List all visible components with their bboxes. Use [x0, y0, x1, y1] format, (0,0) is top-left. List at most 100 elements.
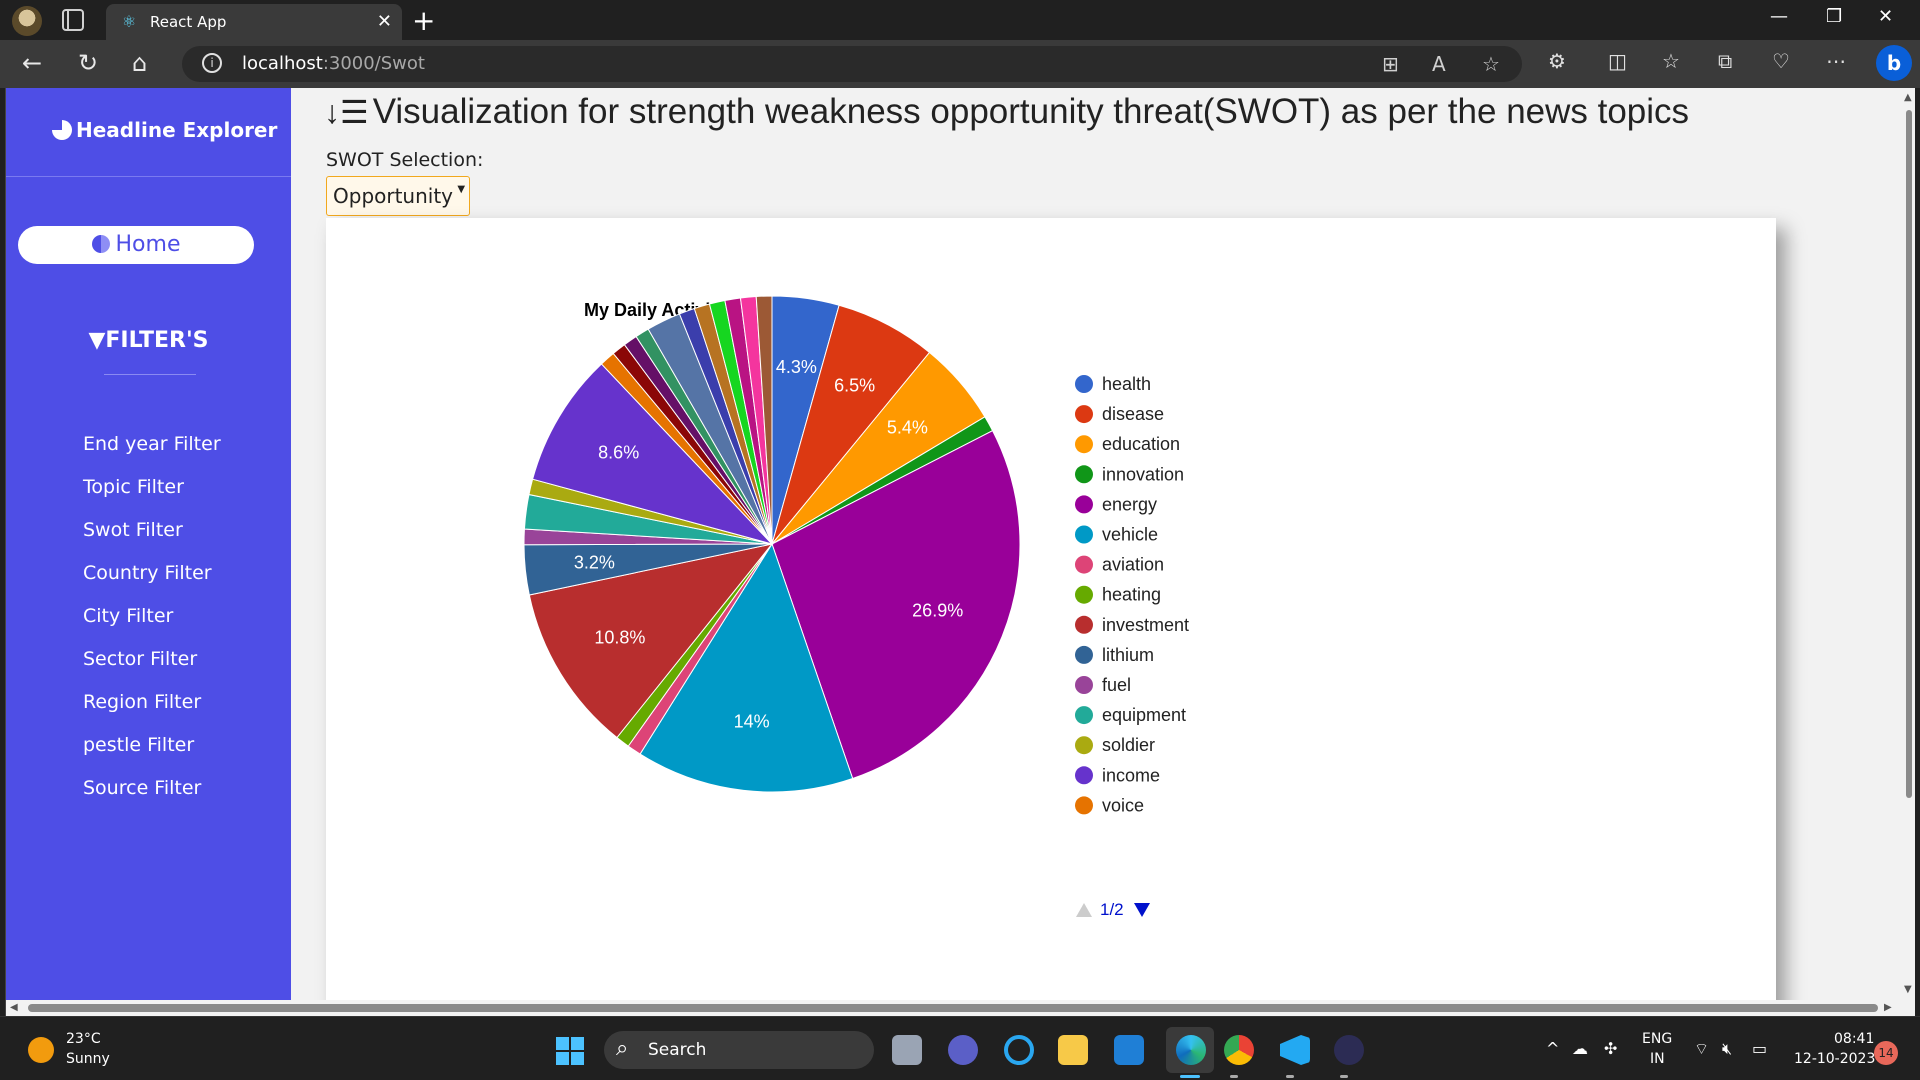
legend-label[interactable]: education [1102, 434, 1180, 454]
browser-toolbar: ← ↻ ⌂ i localhost:3000/Swot ⊞ A ☆ ⚙ ◫ ☆ … [0, 40, 1920, 88]
task-view-icon[interactable] [892, 1035, 922, 1065]
legend-label[interactable]: vehicle [1102, 525, 1158, 545]
show-hidden-icons-icon[interactable]: ^ [1546, 1039, 1560, 1058]
legend-swatch [1075, 495, 1093, 514]
collections-icon[interactable]: ⧉ [1718, 49, 1733, 73]
clock-date[interactable]: 12-10-2023 [1794, 1051, 1876, 1067]
site-info-icon[interactable]: i [202, 53, 222, 73]
read-aloud-icon[interactable]: A [1432, 52, 1446, 76]
pie-slice[interactable] [755, 295, 773, 545]
home-button[interactable]: Home [18, 226, 254, 264]
favorite-star-icon[interactable]: ☆ [1482, 52, 1500, 76]
teams-chat-icon[interactable] [948, 1035, 978, 1065]
sidebar-item-swot-filter[interactable]: Swot Filter [83, 519, 183, 541]
address-bar[interactable]: i localhost:3000/Swot ⊞ A ☆ [182, 46, 1522, 82]
weather-temperature[interactable]: 23°C [66, 1031, 101, 1047]
eclipse-icon[interactable] [1334, 1035, 1364, 1065]
scroll-down-icon[interactable]: ▼ [1904, 984, 1912, 995]
legend-label[interactable]: income [1102, 765, 1160, 785]
scroll-left-icon[interactable]: ◀ [10, 1002, 18, 1013]
legend-next-page-icon[interactable] [1134, 903, 1150, 917]
battery-icon[interactable]: ▭ [1752, 1039, 1768, 1058]
legend-label[interactable]: innovation [1102, 464, 1184, 484]
restore-icon[interactable]: ❐ [1826, 6, 1843, 27]
legend-label[interactable]: equipment [1102, 705, 1186, 725]
sidebar-item-end-year-filter[interactable]: End year Filter [83, 433, 221, 455]
weather-description[interactable]: Sunny [66, 1051, 110, 1067]
legend-label[interactable]: energy [1102, 494, 1157, 514]
more-options-icon[interactable]: ⋯ [1826, 49, 1846, 73]
sun-weather-icon[interactable] [28, 1037, 54, 1063]
chrome-icon[interactable] [1224, 1035, 1254, 1065]
swot-select[interactable]: Opportunity ▼ [326, 176, 471, 216]
tab-actions-icon[interactable] [62, 9, 84, 31]
browser-essentials-icon[interactable]: ♡ [1772, 49, 1790, 73]
favorites-icon[interactable]: ☆ [1662, 49, 1680, 73]
app-available-icon[interactable]: ⊞ [1382, 52, 1399, 76]
app-tray-icon[interactable]: ✣ [1604, 1039, 1618, 1058]
horizontal-scroll-thumb[interactable] [28, 1004, 1878, 1012]
chart-card: My Daily Activities 4.3% 6.5% 5.4% 26.9% 14%… [326, 218, 1776, 1016]
new-tab-button[interactable]: + [412, 4, 436, 37]
legend-swatch [1075, 736, 1093, 755]
vertical-scroll-thumb[interactable] [1906, 110, 1912, 798]
sidebar-item-source-filter[interactable]: Source Filter [83, 777, 202, 799]
file-explorer-icon[interactable] [1058, 1035, 1088, 1065]
windows-start-icon[interactable] [556, 1037, 584, 1065]
speaker-muted-icon[interactable]: 🔇︎ [1722, 1039, 1733, 1058]
sidebar-item-city-filter[interactable]: City Filter [83, 605, 174, 627]
running-indicator [1230, 1075, 1238, 1078]
refresh-icon[interactable]: ↻ [78, 49, 99, 77]
edge-browser-icon[interactable] [1176, 1035, 1206, 1065]
legend-label[interactable]: disease [1102, 404, 1164, 424]
split-screen-icon[interactable]: ◫ [1608, 49, 1627, 73]
sidebar-item-sector-filter[interactable]: Sector Filter [83, 648, 198, 670]
scroll-up-icon[interactable]: ▲ [1904, 92, 1912, 103]
vscode-icon[interactable] [1280, 1035, 1310, 1065]
onedrive-cloud-icon[interactable]: ☁ [1572, 1039, 1588, 1058]
home-icon[interactable]: ⌂ [132, 49, 148, 77]
sidebar-item-pestle-filter[interactable]: pestle Filter [83, 734, 195, 756]
legend-label[interactable]: lithium [1102, 645, 1154, 665]
slice-percent-label: 14% [734, 711, 770, 731]
profile-avatar[interactable] [12, 6, 42, 36]
wifi-icon[interactable]: ⌔ [1694, 1039, 1710, 1058]
legend-label[interactable]: fuel [1102, 675, 1131, 695]
legend-label[interactable]: heating [1102, 585, 1161, 605]
bing-copilot-icon[interactable]: b [1876, 45, 1912, 81]
vertical-scrollbar[interactable]: ▲ ▼ [1902, 88, 1915, 1000]
clock-time[interactable]: 08:41 [1834, 1031, 1875, 1047]
close-tab-icon[interactable]: ✕ [376, 11, 392, 32]
legend-label[interactable]: soldier [1102, 735, 1155, 755]
sidebar-item-region-filter[interactable]: Region Filter [83, 691, 202, 713]
url-text[interactable]: localhost:3000/Swot [242, 53, 425, 74]
brand[interactable]: Headline Explorer [52, 118, 277, 142]
legend-label[interactable]: health [1102, 374, 1151, 394]
legend-label[interactable]: aviation [1102, 555, 1164, 575]
legend-label[interactable]: investment [1102, 615, 1189, 635]
cortana-icon[interactable] [1004, 1035, 1034, 1065]
url-host: localhost [242, 53, 323, 74]
minimize-icon[interactable]: — [1770, 6, 1788, 27]
extensions-icon[interactable]: ⚙ [1548, 49, 1566, 73]
sidebar-item-country-filter[interactable]: Country Filter [83, 562, 212, 584]
notification-badge[interactable]: 14 [1874, 1041, 1898, 1065]
running-indicator [1286, 1075, 1294, 1078]
pie-slice-energy[interactable] [771, 429, 1021, 780]
pie-slice-vehicle[interactable] [639, 542, 854, 793]
legend-swatch [1075, 676, 1093, 694]
browser-tab[interactable]: ⚛ React App ✕ [106, 4, 402, 40]
mail-icon[interactable] [1114, 1035, 1144, 1065]
scroll-right-icon[interactable]: ▶ [1884, 1002, 1892, 1013]
back-icon[interactable]: ← [22, 49, 43, 77]
horizontal-scrollbar[interactable]: ◀ ▶ [6, 1000, 1915, 1016]
close-window-icon[interactable]: ✕ [1878, 6, 1894, 27]
region-indicator[interactable]: IN [1650, 1051, 1665, 1067]
sidebar-item-topic-filter[interactable]: Topic Filter [83, 476, 184, 498]
legend-label[interactable]: voice [1102, 795, 1144, 815]
pie-slice-income[interactable] [532, 363, 774, 545]
taskbar-search[interactable]: ⌕ Search [604, 1031, 874, 1069]
pie-slice-investment[interactable] [528, 543, 774, 739]
legend-swatch [1075, 555, 1093, 574]
language-indicator[interactable]: ENG [1642, 1031, 1673, 1047]
